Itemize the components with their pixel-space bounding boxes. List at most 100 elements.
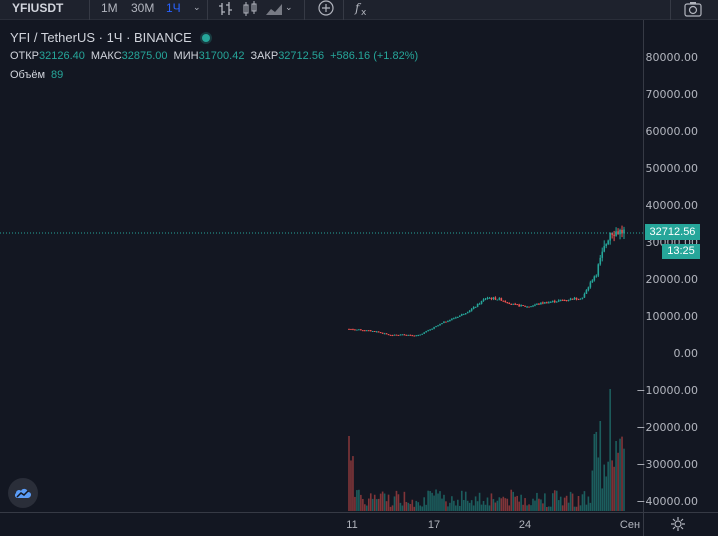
volume-bar xyxy=(595,431,598,511)
volume-bar xyxy=(369,493,372,511)
volume-bar xyxy=(395,490,398,511)
volume-bar xyxy=(377,498,380,511)
volume-bar xyxy=(589,502,592,511)
candle-body xyxy=(383,333,386,335)
volume-bar xyxy=(611,460,613,511)
volume-bars xyxy=(348,389,625,511)
volume-bar xyxy=(472,505,475,511)
volume-label[interactable]: Объём xyxy=(10,69,46,81)
volume-bar xyxy=(520,494,522,511)
symbol-search-button[interactable]: YFIUSDT xyxy=(12,1,64,15)
candle-body xyxy=(538,303,540,305)
volume-bar xyxy=(371,498,374,511)
volume-bar xyxy=(439,491,441,511)
price-scale[interactable] xyxy=(643,20,718,512)
volume-bar xyxy=(447,506,449,511)
interval-1h-button[interactable]: 1Ч xyxy=(166,1,181,15)
time-scale[interactable] xyxy=(0,512,643,536)
volume-bar xyxy=(522,504,524,511)
gear-icon[interactable] xyxy=(670,516,686,532)
volume-bar xyxy=(500,498,503,511)
volume-bar xyxy=(498,497,501,511)
price-tick: 70000.00 xyxy=(645,88,699,101)
candle-body xyxy=(391,335,394,337)
candle-body xyxy=(508,303,511,305)
low-label: МИН xyxy=(173,50,199,62)
volume-bar xyxy=(492,499,495,511)
volume-bar xyxy=(536,492,538,511)
candle-body xyxy=(389,334,392,336)
volume-bar xyxy=(464,491,467,511)
candle-body xyxy=(366,330,368,332)
price-tick: −40000.00 xyxy=(636,495,698,508)
volume-bar xyxy=(567,502,570,511)
candle-body xyxy=(431,328,433,330)
volume-bar xyxy=(480,504,483,511)
compare-icon[interactable] xyxy=(316,0,336,18)
candle-body xyxy=(609,232,611,241)
volume-bar xyxy=(387,494,390,511)
candle-body xyxy=(615,231,617,236)
candle-body xyxy=(457,316,459,318)
volume-bar xyxy=(585,504,588,511)
candle-body xyxy=(413,335,416,337)
change-value: +586.16 (+1.82%) xyxy=(330,50,419,62)
candle-body xyxy=(472,307,475,309)
camera-icon[interactable] xyxy=(682,0,704,18)
volume-bar xyxy=(476,501,479,511)
candle-body xyxy=(451,318,453,320)
candle-body xyxy=(534,304,536,306)
candle-body xyxy=(518,304,520,307)
candle-body xyxy=(585,290,588,294)
tradingview-logo[interactable] xyxy=(8,478,38,508)
candle-body xyxy=(405,334,408,336)
candle-body xyxy=(449,319,451,322)
candles-icon[interactable] xyxy=(240,0,260,18)
volume-bar xyxy=(597,457,600,511)
volume-bar xyxy=(563,497,566,511)
volume-bar xyxy=(615,441,617,511)
candle-body xyxy=(557,300,560,302)
price-tick: 80000.00 xyxy=(645,51,699,64)
high-value: 32875.00 xyxy=(121,50,168,62)
chevron-down-icon[interactable]: ⌄ xyxy=(285,2,293,12)
legend-title[interactable]: YFI / TetherUS · 1Ч · BINANCE xyxy=(10,30,192,45)
volume-bar xyxy=(474,496,477,511)
candle-body xyxy=(601,251,604,258)
volume-bar xyxy=(512,491,515,511)
candle-body xyxy=(350,328,352,330)
volume-bar xyxy=(391,505,394,511)
candle-body xyxy=(512,303,515,305)
volume-bar xyxy=(494,502,497,511)
volume-bar xyxy=(460,490,463,511)
candle-body xyxy=(613,234,615,236)
volume-bar xyxy=(381,491,384,511)
volume-value: 89 xyxy=(51,69,64,81)
candle-body xyxy=(425,331,427,333)
chart-pane[interactable] xyxy=(0,20,643,512)
interval-30m-button[interactable]: 30M xyxy=(131,1,155,15)
volume-bar xyxy=(478,492,481,511)
area-chart-icon[interactable] xyxy=(264,0,284,18)
price-tick: 10000.00 xyxy=(645,310,699,323)
close-label: ЗАКР xyxy=(250,50,279,62)
candle-body xyxy=(607,240,609,245)
candle-body xyxy=(551,300,554,302)
volume-bar xyxy=(553,490,556,511)
volume-bar xyxy=(409,504,412,511)
candle-body xyxy=(348,328,350,330)
candle-body xyxy=(417,335,420,337)
toolbar-divider xyxy=(670,0,671,20)
volume-bar xyxy=(466,500,469,511)
interval-1m-button[interactable]: 1M xyxy=(101,1,118,15)
bar-chart-icon[interactable] xyxy=(216,0,236,18)
volume-bar xyxy=(605,476,607,511)
volume-bar xyxy=(575,506,578,511)
volume-bar xyxy=(544,493,546,511)
candle-body xyxy=(486,297,489,299)
chevron-down-icon[interactable]: ⌄ xyxy=(193,2,201,12)
candle-body xyxy=(439,324,441,326)
candle-body xyxy=(504,300,507,302)
candle-body xyxy=(470,308,473,311)
